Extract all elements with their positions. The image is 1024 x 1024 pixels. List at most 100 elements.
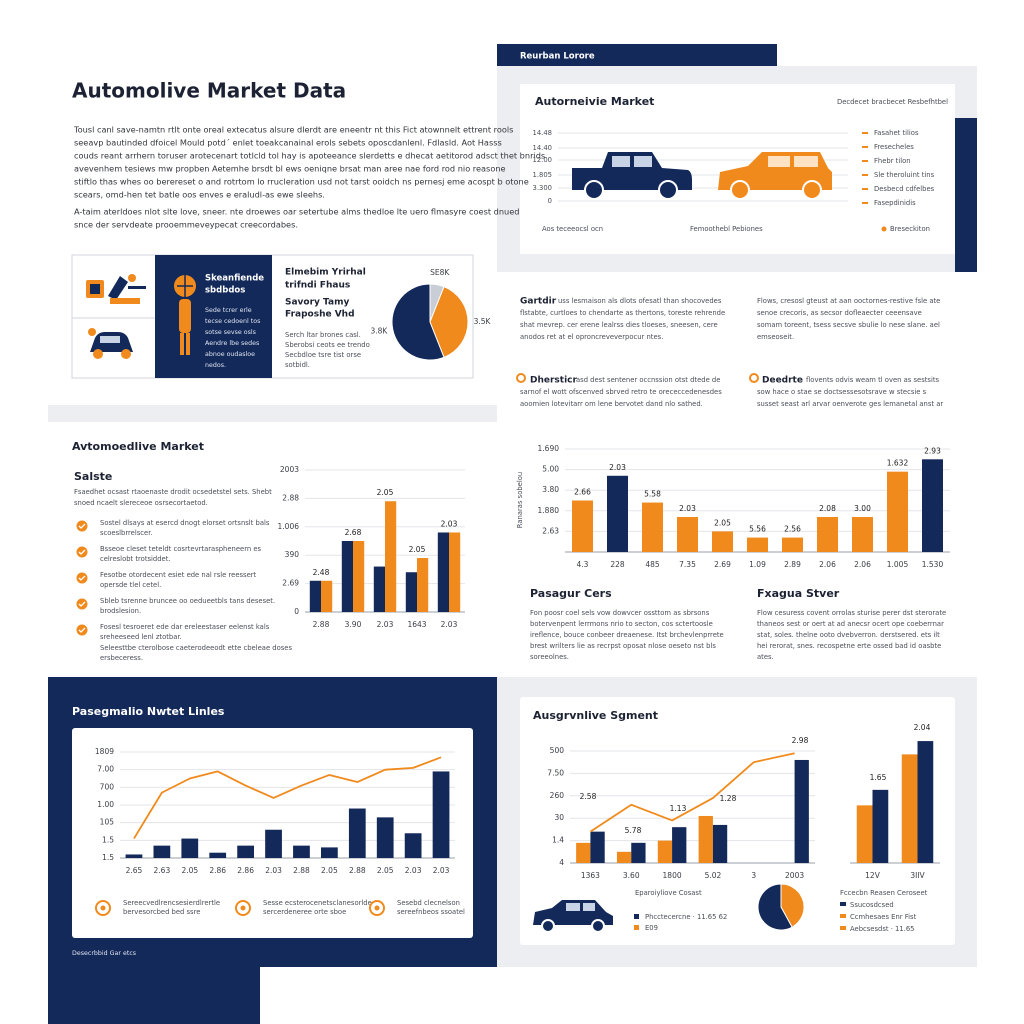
bar [901, 754, 918, 863]
x-tick-label: 2.86 [209, 866, 226, 875]
annotation: 2.58 [580, 792, 597, 801]
section-line: brest wrilters lie as recrpst oposat nlo… [530, 642, 716, 650]
panel-line: Aendre lbe sedes [205, 340, 259, 347]
bullet-icon [76, 598, 88, 610]
bar [657, 840, 673, 863]
x-tick-label: 2.03 [405, 866, 422, 875]
annotation: 2.66 [574, 488, 591, 497]
annotation: 2.56 [784, 525, 801, 534]
legend-label: Ssucosdcsed [850, 901, 894, 909]
intro-line: avevenhem tesiews mw propben Aetemhe brs… [74, 164, 506, 174]
bullet-line: opersde tlel cetel. [100, 581, 161, 589]
bar [747, 537, 768, 552]
x-tick-label: 2.88 [313, 620, 330, 629]
section-line: stat, soles. thelne ooto dvebverron. der… [757, 631, 940, 639]
panel-footer: Desecrbbid Gar etcs [72, 950, 136, 957]
x-tick-label: 12V [865, 871, 881, 880]
annotation: 2.98 [792, 736, 809, 745]
bullet-line: scoeslbrrelscer. [100, 529, 153, 537]
x-tick-label: 2.03 [265, 866, 282, 875]
bar [677, 516, 698, 552]
annotation: 3.00 [854, 504, 871, 513]
axis-label: 14.40 [533, 144, 552, 152]
panel-line: Sede tcrer erle [205, 307, 252, 314]
note-line: aoomien lotevitarr om lene bervotet dand… [520, 400, 703, 408]
bar [572, 500, 593, 552]
y-tick-label: 700 [100, 782, 115, 791]
annotation: 2.68 [345, 528, 362, 537]
annotation: 2.08 [819, 504, 836, 513]
annotation: 5.56 [749, 525, 766, 534]
panel-line: nedos. [205, 362, 226, 369]
box-title: Elmebim Yrirhal [285, 268, 366, 278]
bar [852, 516, 873, 552]
section-line: Fsaedhet ocsast rtaoenaste drodit ocsede… [74, 488, 272, 496]
x-tick-label: 1363 [581, 871, 600, 880]
panel-subtitle: sbdbdos [205, 286, 245, 296]
axis-label: 12.00 [533, 156, 552, 164]
section-line: Flow cesuress covent orrolas sturise per… [757, 609, 946, 617]
card-footer: Femoothebl Pebiones [690, 225, 763, 233]
pie-label: SE8K [430, 268, 450, 277]
note-line: somam toreent, tsess secsve sbulie lo ne… [757, 321, 940, 329]
side-strip [955, 118, 977, 272]
x-tick-label: 2.63 [154, 866, 171, 875]
bar [856, 805, 873, 863]
axis-title: Ranaras sobelou [516, 472, 524, 528]
y-tick-label: 105 [100, 818, 115, 827]
note-line: shat mevrep. cer erene lealrss dies tloe… [520, 321, 718, 329]
car-icon [88, 328, 133, 359]
y-tick-label: 500 [550, 746, 565, 755]
legend-swatch [634, 925, 639, 930]
x-tick-label: 3IIV [910, 871, 925, 880]
panel-line: sotse sevse osls [205, 329, 256, 336]
truck-icon [572, 152, 692, 200]
machine-icon [86, 274, 146, 304]
bullet-line: Sostel dlsays at esercd dnogt elorset or… [100, 519, 270, 527]
y-tick-label: 1.006 [278, 522, 300, 531]
bar [309, 580, 321, 612]
bottom-right-card [520, 697, 955, 945]
x-tick-label: 2.69 [714, 560, 731, 569]
intro-line: couds reant arrhern toruser arotecenart … [74, 151, 545, 161]
legend-label: Fasepdinidis [874, 199, 916, 207]
line [133, 756, 442, 840]
y-tick-label: 1.00 [97, 800, 114, 809]
bar [348, 808, 366, 858]
bar [712, 824, 728, 863]
page-title: Automolive Market Data [72, 79, 346, 103]
bar [887, 471, 908, 552]
x-tick-label: 4.3 [577, 560, 589, 569]
bar [449, 532, 461, 612]
intro-line: Tousl canl save-namtn rtlt onte oreal ex… [73, 125, 513, 135]
bullet-line: brodslesion. [100, 607, 141, 615]
y-tick-label: 0 [294, 607, 299, 616]
bar [437, 532, 449, 612]
annotation: 2.05 [377, 488, 394, 497]
card-subtitle: Decdecet bracbecet Resbefhtbel [837, 98, 948, 106]
section-line: hei rerorat, snes. recospetne erte ossed… [757, 642, 941, 650]
legend-line: Sesebd clecnelson [397, 899, 460, 907]
bullet-line: sreheeseed lenl ztotbar. [100, 633, 182, 641]
bar [237, 845, 254, 858]
note-line: emseoseit. [757, 333, 794, 341]
y-tick-label: 2003 [280, 465, 299, 474]
bullet-line: celreslobt trotsiddet. [100, 555, 171, 563]
section-title: Ausgrvnlive Sgment [533, 709, 658, 722]
bar [794, 759, 809, 863]
annotation: 2.05 [409, 545, 426, 554]
card-footer: Aos teceeocsl ocn [542, 225, 603, 233]
bar [917, 741, 934, 863]
pie-label: 3.8K [370, 326, 388, 335]
bar [817, 516, 838, 552]
bar [209, 852, 227, 858]
section-line: Fon poosr coel sels vow dowvcer ossttom … [530, 609, 710, 617]
footnote-line: ersbeceress. [100, 654, 143, 662]
footnote-line: Seleesttbe cterolbose caeterodeeodt ette… [100, 644, 292, 652]
legend-label: Fresecheles [874, 143, 914, 151]
x-tick-label: 2.89 [784, 560, 801, 569]
x-tick-label: 3.90 [345, 620, 362, 629]
bullet-check [78, 575, 86, 581]
panel-line: tecse cedoenl tos [205, 318, 260, 325]
x-tick-label: 485 [645, 560, 660, 569]
